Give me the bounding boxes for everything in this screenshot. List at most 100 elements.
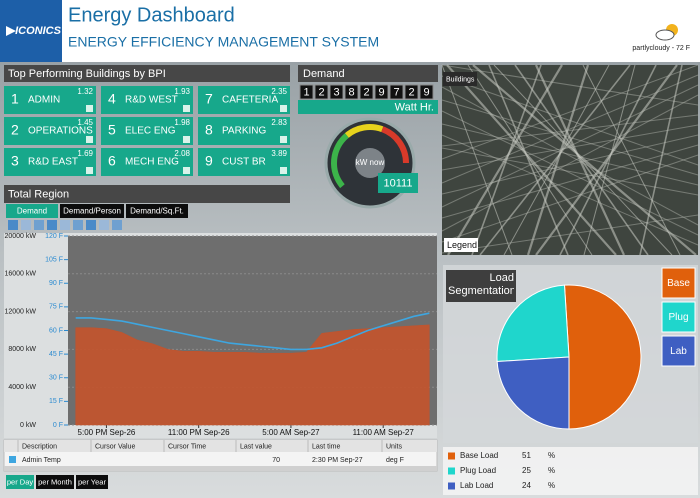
pie-table-unit: %	[548, 481, 555, 490]
legend-box[interactable]	[661, 301, 696, 333]
map-road	[582, 64, 681, 256]
building-icon	[86, 105, 93, 112]
map-road	[467, 64, 593, 256]
building-name: R&D EAST	[28, 157, 78, 168]
building-bpi: 2.08	[174, 149, 190, 158]
gauge-band	[344, 124, 384, 138]
map-road	[514, 64, 649, 256]
toolbar-icon[interactable]	[21, 220, 31, 230]
pie-slice	[496, 284, 570, 363]
toolbar-icon[interactable]	[112, 220, 122, 230]
tab-label: Demand/Person	[63, 207, 121, 216]
building-icon	[86, 136, 93, 143]
legend-box[interactable]	[661, 267, 696, 299]
building-bpi: 1.69	[77, 149, 93, 158]
tab[interactable]	[60, 204, 124, 218]
legend-box[interactable]	[661, 335, 696, 367]
building-name: R&D WEST	[125, 95, 178, 106]
pie-table-unit: %	[548, 451, 555, 460]
table-cell: deg F	[386, 457, 404, 464]
digit-box	[419, 84, 434, 100]
digit-box	[344, 84, 359, 100]
pie-table-value: 24	[522, 481, 531, 490]
y2-tick-label: 60 F	[49, 327, 63, 334]
building-tile	[4, 148, 96, 176]
toolbar-icon[interactable]	[60, 220, 70, 230]
y2-tick-label: 15 F	[49, 398, 63, 405]
map-road	[441, 123, 699, 186]
map-road	[583, 64, 636, 256]
map-road	[441, 114, 699, 147]
scrollbar	[4, 466, 437, 471]
y-tick-label: 20000 kW	[4, 233, 36, 240]
panel-title: Total Region	[8, 188, 69, 200]
toolbar-icon[interactable]	[47, 220, 57, 230]
pie-table-label: Base Load	[460, 451, 498, 460]
period-button[interactable]	[76, 475, 108, 489]
toolbar-icon[interactable]	[34, 220, 44, 230]
pie-title: Load Segmentation	[448, 272, 514, 297]
digit-box	[299, 84, 314, 100]
building-bpi: 1.98	[174, 118, 190, 127]
digit: 1	[303, 86, 309, 98]
period-label: per Day	[7, 477, 34, 486]
pie-title-box	[446, 270, 516, 302]
gauge-value-box	[378, 173, 418, 193]
digit-box	[389, 84, 404, 100]
map-road	[447, 64, 563, 256]
map-road	[441, 64, 513, 256]
pie-table-swatch	[448, 452, 455, 460]
building-rank: 2	[11, 122, 19, 138]
x-tick-label: 5:00 AM Sep-27	[262, 428, 320, 437]
map-tab-label: Buildings	[446, 76, 475, 83]
y2-tick-label: 30 F	[49, 375, 63, 382]
period-label: per Year	[78, 477, 106, 486]
y-tick-label: 4000 kW	[8, 384, 36, 391]
map-road	[441, 64, 699, 160]
digit-box	[329, 84, 344, 100]
pie-table-swatch	[448, 467, 455, 475]
gauge-hub	[355, 148, 385, 178]
building-rank: 1	[11, 91, 19, 107]
map-road	[639, 64, 683, 256]
period-button[interactable]	[36, 475, 74, 489]
building-rank: 7	[205, 91, 213, 107]
building-icon	[280, 136, 287, 143]
pie-table-unit: %	[548, 466, 555, 475]
panel-title: Top Performing Buildings by BPI	[8, 68, 166, 80]
table-column: Description	[22, 443, 57, 450]
page-subtitle: ENERGY EFFICIENCY MANAGEMENT SYSTEM	[68, 34, 379, 50]
temperature-line	[75, 312, 430, 351]
period-button[interactable]	[6, 475, 34, 489]
x-tick-label: 11:00 AM Sep-27	[353, 428, 415, 437]
building-rank: 5	[108, 122, 116, 138]
building-bpi: 2.35	[271, 87, 287, 96]
panel-header	[298, 65, 438, 82]
y2-tick-label: 105 F	[45, 256, 63, 263]
map-road	[441, 94, 699, 232]
tab[interactable]	[6, 204, 58, 218]
tab[interactable]	[126, 204, 188, 218]
x-tick-label: 5:00 PM Sep-26	[78, 428, 136, 437]
map-road	[535, 64, 625, 256]
building-icon	[86, 167, 93, 174]
digit: 2	[408, 86, 414, 98]
map-road	[559, 64, 657, 256]
digit-box	[374, 84, 389, 100]
toolbar-icon[interactable]	[8, 220, 18, 230]
building-icon	[183, 167, 190, 174]
toolbar-icon[interactable]	[99, 220, 109, 230]
digit: 7	[393, 86, 399, 98]
building-name: OPERATIONS	[28, 126, 93, 137]
building-bpi: 1.45	[77, 118, 93, 127]
map-road	[488, 64, 569, 256]
map-road	[441, 99, 699, 176]
toolbar-icon[interactable]	[73, 220, 83, 230]
table-column: Units	[386, 443, 402, 450]
toolbar-icon[interactable]	[86, 220, 96, 230]
panel-title: Demand	[303, 68, 345, 80]
table-header	[4, 440, 437, 452]
building-rank: 4	[108, 91, 116, 107]
weather-text: partlycloudy - 72 F	[632, 45, 690, 52]
demand-area	[75, 324, 430, 426]
